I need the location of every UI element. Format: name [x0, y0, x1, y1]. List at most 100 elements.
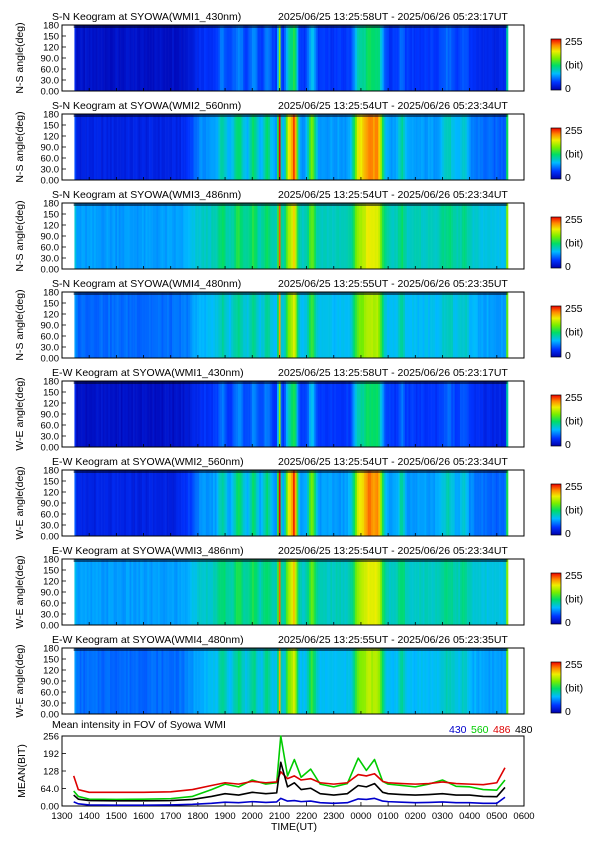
keogram-time-column: [497, 648, 500, 714]
keogram-time-column: [317, 648, 320, 714]
keogram-time-column: [159, 25, 162, 91]
keogram-time-column: [380, 648, 383, 714]
keogram-time-column: [97, 381, 100, 447]
keogram-time-column: [422, 648, 425, 714]
keogram-time-column: [381, 648, 384, 714]
keogram-time-column: [253, 648, 256, 714]
keogram-time-column: [490, 203, 493, 269]
keogram-time-column: [140, 381, 143, 447]
keogram-title: E-W Keogram at SYOWA(WMI3_486nm): [52, 545, 244, 557]
keogram-time-column: [131, 381, 134, 447]
keogram-time-column: [307, 470, 310, 536]
keogram-time-column: [381, 559, 384, 625]
keogram-time-column: [392, 25, 395, 91]
keogram-time-column: [252, 292, 255, 358]
keogram-time-column: [284, 25, 287, 91]
keogram-time-column: [438, 648, 441, 714]
keogram-time-column: [133, 470, 136, 536]
keogram-time-column: [136, 559, 139, 625]
keogram-time-column: [442, 292, 445, 358]
keogram-time-column: [365, 381, 368, 447]
keogram-time-column: [95, 203, 98, 269]
keogram-time-column: [346, 25, 349, 91]
keogram-time-column: [188, 381, 191, 447]
keogram-time-column: [259, 292, 262, 358]
keogram-time-column: [220, 203, 223, 269]
keogram-time-column: [255, 203, 258, 269]
keogram-time-column: [472, 292, 475, 358]
keogram-time-column: [262, 381, 265, 447]
keogram-time-column: [77, 470, 81, 536]
keogram-time-column: [401, 648, 404, 714]
keogram-time-column: [282, 381, 285, 447]
keogram-time-column: [417, 203, 420, 269]
keogram-time-column: [161, 648, 164, 714]
keogram-time-column: [214, 114, 217, 180]
keogram-time-column: [399, 203, 402, 269]
keogram-time-column: [294, 559, 297, 625]
keogram-time-column: [502, 203, 505, 269]
keogram-time-column: [460, 648, 463, 714]
keogram-time-column: [145, 292, 148, 358]
keogram-time-column: [355, 114, 358, 180]
keogram-time-column: [408, 292, 411, 358]
keogram-time-column: [156, 203, 159, 269]
keogram-time-column: [500, 203, 503, 269]
keogram-time-column: [428, 381, 431, 447]
keogram-time-column: [271, 470, 274, 536]
keogram-time-column: [403, 559, 406, 625]
keogram-time-column: [143, 203, 146, 269]
keogram-time-column: [204, 381, 207, 447]
keogram-ytick-label: 0.00: [41, 265, 60, 276]
keogram-time-column: [262, 648, 265, 714]
keogram-time-column: [245, 114, 248, 180]
keogram-time-column: [74, 114, 77, 180]
keogram-time-column: [424, 25, 427, 91]
keogram-time-column: [353, 292, 356, 358]
keogram-time-column: [161, 470, 164, 536]
keogram-time-column: [447, 381, 450, 447]
colorbar: [550, 127, 562, 180]
keogram-time-column: [349, 114, 352, 180]
keogram-time-column: [474, 648, 477, 714]
keogram-time-column: [372, 648, 376, 714]
keogram-time-column: [253, 25, 256, 91]
keogram-time-column: [449, 381, 452, 447]
keogram-time-column: [433, 559, 436, 625]
keogram-ytick-label: 90.0: [41, 588, 60, 599]
x-axis-tick-label: 0600: [513, 811, 534, 822]
keogram-time-column: [195, 114, 198, 180]
keogram-time-column: [154, 114, 157, 180]
keogram-time-column: [170, 203, 173, 269]
keogram-time-column: [342, 648, 345, 714]
keogram-time-column: [200, 203, 203, 269]
keogram-time-column: [339, 648, 342, 714]
keogram-time-column: [371, 559, 374, 625]
keogram-time-column: [120, 114, 123, 180]
keogram-time-column: [125, 381, 129, 447]
keogram-time-column: [403, 25, 406, 91]
keogram-panel-5: E-W Keogram at SYOWA(WMI1_430nm) 2025/06/…: [14, 367, 583, 454]
keogram-ytick-label: 120: [43, 43, 59, 54]
keogram-time-column: [163, 114, 166, 180]
keogram-ytick-label: 150: [43, 299, 59, 310]
keogram-time-column: [420, 203, 424, 269]
colorbar-unit-label: (bit): [565, 60, 583, 72]
keogram-time-column: [291, 381, 294, 447]
keogram-time-range: 2025/06/25 13:25:54UT - 2025/06/26 05:23…: [278, 545, 508, 557]
keogram-ytick-label: 0.00: [41, 532, 60, 543]
keogram-time-column: [225, 25, 228, 91]
keogram-time-column: [198, 648, 201, 714]
keogram-time-column: [79, 292, 82, 358]
keogram-time-column: [353, 559, 356, 625]
keogram-time-column: [85, 559, 88, 625]
keogram-time-column: [385, 381, 388, 447]
keogram-time-column: [456, 648, 459, 714]
keogram-time-column: [312, 648, 315, 714]
keogram-time-column: [120, 559, 123, 625]
keogram-time-column: [211, 381, 214, 447]
keogram-time-column: [93, 381, 97, 447]
keogram-time-column: [282, 203, 285, 269]
keogram-time-column: [458, 470, 461, 536]
keogram-time-column: [220, 559, 223, 625]
